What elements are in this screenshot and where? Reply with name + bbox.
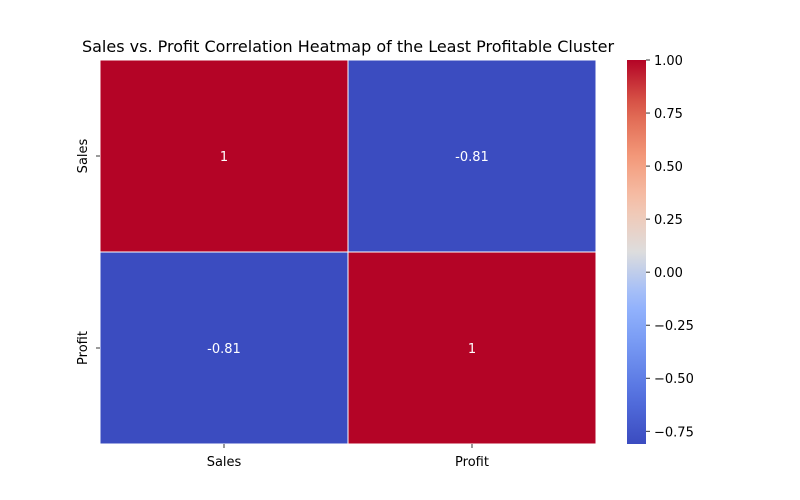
chart-title: Sales vs. Profit Correlation Heatmap of … — [82, 37, 614, 56]
colorbar-tick-label: −0.75 — [654, 425, 694, 440]
colorbar-gradient — [627, 60, 646, 444]
y-tick-label: Sales — [76, 138, 91, 173]
heatmap-cells — [99, 59, 597, 445]
colorbar-tick-label: 0.75 — [654, 107, 683, 122]
heatmap-cell — [347, 59, 597, 253]
heatmap-cell — [347, 251, 597, 445]
colorbar-tick-label: 0.25 — [654, 213, 683, 228]
cell-value-label: 1 — [468, 342, 476, 357]
colorbar-tick-label: −0.25 — [654, 319, 694, 334]
colorbar: 1.00 0.75 0.50 0.25 0.00 −0.25 −0.50 −0.75 — [627, 54, 694, 444]
cell-value-label: 1 — [220, 150, 228, 165]
heatmap-cell-labels: 1 -0.81 -0.81 1 — [207, 150, 489, 357]
x-axis: Sales Profit — [207, 444, 489, 470]
y-tick-label: Profit — [76, 331, 91, 365]
cell-value-label: -0.81 — [455, 150, 489, 165]
colorbar-tick-label: 0.00 — [654, 266, 683, 281]
cell-value-label: -0.81 — [207, 342, 241, 357]
colorbar-tick-label: 0.50 — [654, 160, 683, 175]
heatmap-cell — [99, 251, 349, 445]
heatmap-cell — [99, 59, 349, 253]
x-tick-label: Profit — [455, 455, 489, 470]
colorbar-tick-label: 1.00 — [654, 54, 683, 69]
colorbar-tick-label: −0.50 — [654, 372, 694, 387]
y-axis: Sales Profit — [76, 138, 100, 365]
x-tick-label: Sales — [207, 455, 242, 470]
